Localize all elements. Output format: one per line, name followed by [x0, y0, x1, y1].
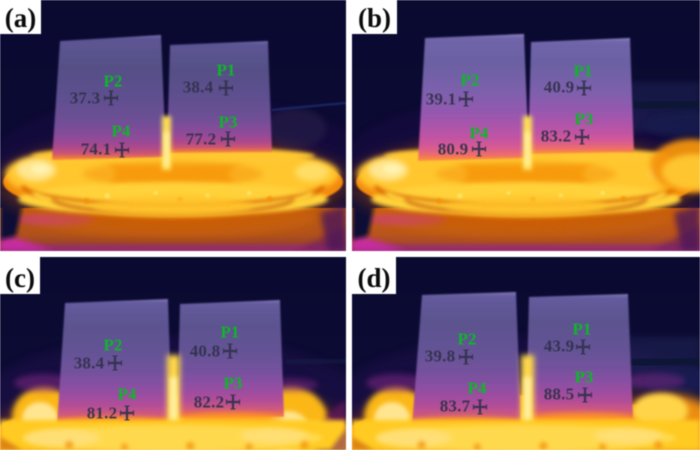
svg-text:40.8: 40.8 — [190, 342, 221, 361]
svg-text:P1: P1 — [573, 320, 592, 339]
svg-text:40.9: 40.9 — [544, 78, 575, 97]
svg-text:P1: P1 — [217, 61, 236, 80]
svg-text:83.7: 83.7 — [440, 397, 471, 416]
svg-text:P1: P1 — [221, 323, 240, 342]
svg-text:81.2: 81.2 — [87, 404, 118, 423]
svg-text:37.3: 37.3 — [70, 89, 101, 108]
svg-text:(a): (a) — [5, 3, 36, 33]
svg-text:(b): (b) — [358, 3, 391, 33]
svg-text:(c): (c) — [5, 263, 35, 293]
svg-text:P2: P2 — [104, 336, 123, 355]
svg-text:P4: P4 — [118, 385, 137, 404]
svg-text:83.2: 83.2 — [541, 127, 572, 146]
svg-text:77.2: 77.2 — [186, 130, 217, 149]
svg-text:80.9: 80.9 — [438, 140, 469, 159]
svg-text:74.1: 74.1 — [81, 140, 112, 159]
svg-text:P2: P2 — [461, 71, 480, 90]
svg-text:43.9: 43.9 — [544, 337, 575, 356]
svg-text:P4: P4 — [468, 379, 487, 398]
svg-text:P3: P3 — [575, 110, 594, 129]
svg-text:38.4: 38.4 — [183, 78, 214, 97]
svg-text:P1: P1 — [574, 62, 593, 81]
svg-text:39.8: 39.8 — [425, 347, 456, 366]
svg-text:P4: P4 — [470, 124, 489, 143]
svg-text:39.1: 39.1 — [426, 90, 457, 109]
svg-text:P3: P3 — [219, 113, 238, 132]
svg-text:38.4: 38.4 — [74, 354, 105, 373]
svg-text:P4: P4 — [112, 122, 131, 141]
svg-text:(d): (d) — [358, 263, 391, 293]
svg-text:P3: P3 — [575, 368, 594, 387]
svg-text:P2: P2 — [104, 72, 123, 91]
svg-text:P2: P2 — [458, 330, 477, 349]
svg-text:P3: P3 — [224, 374, 243, 393]
svg-text:82.2: 82.2 — [194, 393, 225, 412]
svg-text:88.5: 88.5 — [544, 385, 575, 404]
